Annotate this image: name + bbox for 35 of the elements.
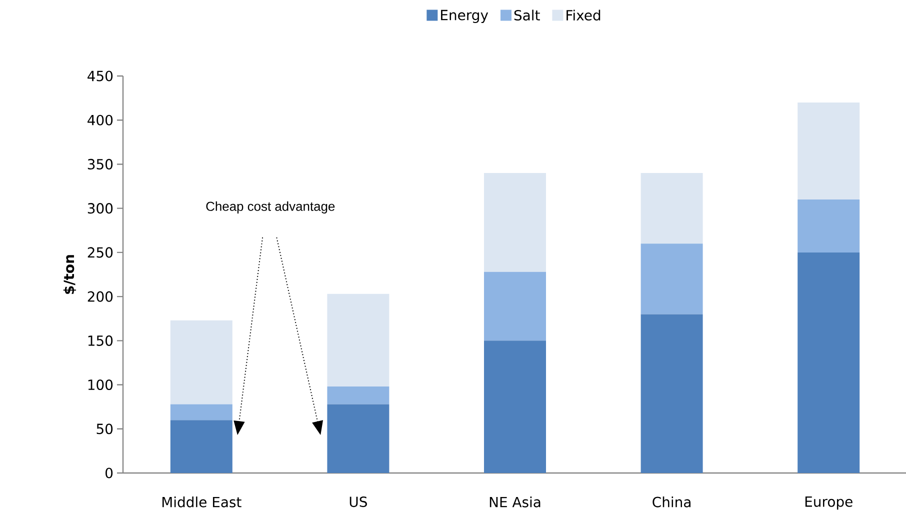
bar: [170, 404, 232, 420]
legend-label: Salt: [514, 10, 540, 21]
bar: [798, 252, 860, 473]
bar: [798, 102, 860, 200]
y-tick-label: 0: [106, 468, 113, 478]
y-tick-label: 100: [88, 379, 113, 390]
annotation: Cheap cost advantage: [206, 201, 335, 214]
y-tick-label: 150: [88, 335, 113, 346]
y-tick-label: 200: [88, 291, 113, 302]
bar: [640, 173, 703, 244]
bar: [484, 173, 546, 272]
bar: [327, 386, 390, 404]
y-tick-label: 400: [88, 114, 113, 126]
bar: [170, 320, 232, 404]
bar: [640, 244, 703, 314]
x-tick-label: China: [652, 496, 690, 508]
y-tick-label: 450: [88, 70, 113, 82]
y-tick-label: 250: [88, 247, 113, 258]
y-tick-label: 50: [96, 424, 113, 434]
bar: [484, 272, 546, 341]
x-tick-label: Europe: [805, 496, 852, 510]
x-tick-label: NE Asia: [490, 496, 540, 508]
x-tick-label: Middle East: [162, 496, 242, 508]
bar: [327, 404, 390, 473]
legend-label: Fixed: [566, 10, 600, 21]
bar: [640, 314, 703, 473]
bar: [798, 200, 860, 252]
y-tick-label: 350: [88, 158, 113, 170]
y-tick-label: 300: [88, 203, 113, 214]
x-tick-label: US: [350, 496, 367, 508]
bar: [170, 420, 232, 473]
legend-label: Energy: [441, 10, 488, 24]
bar: [327, 294, 390, 387]
bar: [484, 340, 546, 473]
y-axis-title: $/ton: [63, 255, 76, 294]
